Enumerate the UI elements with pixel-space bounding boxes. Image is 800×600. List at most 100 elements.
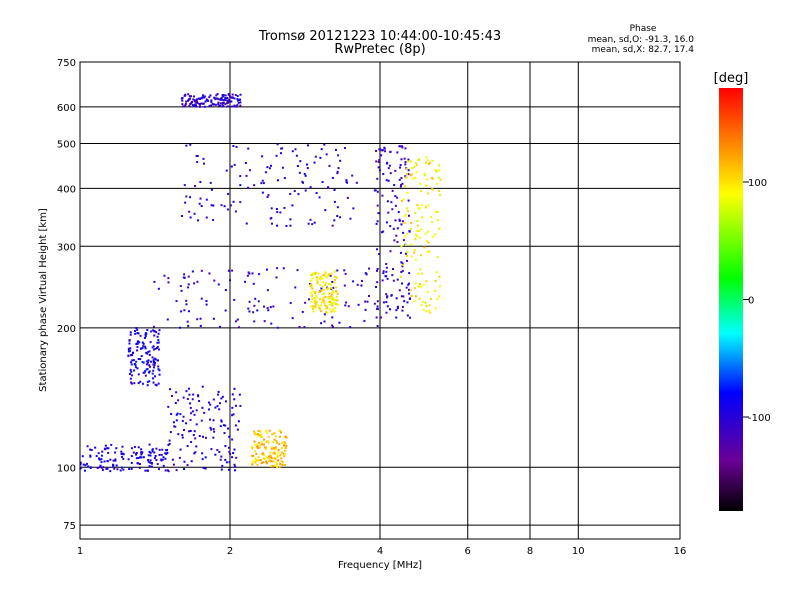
- data-point: [184, 104, 187, 107]
- data-point: [134, 330, 137, 333]
- data-point: [333, 281, 336, 284]
- data-point: [166, 469, 169, 472]
- data-point: [98, 457, 101, 460]
- data-point: [174, 425, 177, 428]
- data-point: [439, 178, 442, 181]
- data-point: [404, 147, 407, 150]
- data-point: [322, 274, 325, 277]
- data-point: [400, 295, 403, 298]
- data-point: [405, 259, 408, 262]
- data-point: [400, 245, 403, 248]
- data-point: [180, 289, 183, 292]
- data-point: [235, 145, 238, 148]
- data-point: [351, 174, 354, 177]
- data-point: [416, 220, 419, 223]
- data-point: [154, 361, 157, 364]
- data-point: [266, 307, 269, 310]
- data-point: [281, 447, 284, 450]
- data-point: [152, 381, 155, 384]
- data-point: [334, 270, 337, 273]
- data-point: [172, 463, 175, 466]
- data-point: [322, 300, 325, 303]
- data-point: [335, 286, 338, 289]
- data-point: [320, 289, 323, 292]
- data-point: [423, 172, 426, 175]
- data-point: [227, 93, 230, 96]
- data-point: [186, 464, 189, 467]
- data-point: [283, 440, 286, 443]
- data-point: [385, 311, 388, 314]
- data-point: [376, 267, 379, 270]
- data-point: [383, 147, 386, 150]
- data-point: [224, 289, 227, 292]
- data-point: [153, 330, 156, 333]
- data-point: [373, 189, 376, 192]
- data-point: [352, 280, 355, 283]
- data-point: [146, 380, 149, 383]
- data-point: [200, 269, 203, 272]
- data-point: [226, 105, 229, 108]
- data-point: [95, 455, 98, 458]
- data-point: [198, 202, 201, 205]
- data-point: [432, 235, 435, 238]
- data-point: [374, 286, 377, 289]
- data-point: [256, 459, 259, 462]
- data-point: [333, 279, 336, 282]
- data-point: [310, 273, 313, 276]
- data-point: [96, 467, 99, 470]
- data-point: [196, 154, 199, 157]
- data-point: [146, 469, 149, 472]
- data-point: [167, 443, 170, 446]
- data-point: [162, 456, 165, 459]
- data-point: [269, 465, 272, 468]
- data-point: [326, 275, 329, 278]
- colorbar-tick-label: 100: [748, 178, 767, 189]
- data-point: [428, 304, 431, 307]
- data-point: [381, 149, 384, 152]
- data-point: [314, 272, 317, 275]
- data-point: [115, 447, 118, 450]
- data-point: [331, 325, 334, 328]
- data-point: [417, 159, 420, 162]
- data-point: [266, 166, 269, 169]
- data-point: [224, 400, 227, 403]
- data-point: [158, 369, 161, 372]
- data-point: [311, 223, 314, 226]
- data-point: [310, 300, 313, 303]
- data-point: [309, 291, 312, 294]
- data-point: [235, 456, 238, 459]
- data-point: [237, 101, 240, 104]
- data-point: [196, 100, 199, 103]
- data-point: [307, 298, 310, 301]
- data-point: [295, 154, 298, 157]
- data-point: [311, 287, 314, 290]
- data-point: [434, 168, 437, 171]
- data-point: [222, 424, 225, 427]
- data-point: [183, 276, 186, 279]
- data-point: [386, 277, 389, 280]
- data-point: [231, 414, 234, 417]
- data-point: [272, 305, 275, 308]
- data-point: [427, 204, 430, 207]
- data-point: [153, 348, 156, 351]
- data-point: [430, 177, 433, 180]
- data-point: [257, 300, 260, 303]
- data-point: [414, 237, 417, 240]
- data-point: [386, 305, 389, 308]
- data-point: [185, 390, 188, 393]
- data-point: [137, 382, 140, 385]
- data-point: [275, 461, 278, 464]
- data-point: [200, 297, 203, 300]
- data-point: [321, 293, 324, 296]
- data-point: [190, 412, 193, 415]
- data-point: [155, 459, 158, 462]
- data-point: [168, 439, 171, 442]
- data-point: [346, 196, 349, 199]
- data-point: [223, 205, 226, 208]
- data-point: [426, 192, 429, 195]
- data-point: [326, 307, 329, 310]
- data-point: [147, 350, 150, 353]
- data-point: [320, 287, 323, 290]
- data-point: [183, 429, 186, 432]
- data-point: [128, 372, 131, 375]
